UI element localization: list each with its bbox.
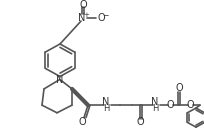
Text: +: + xyxy=(83,12,89,18)
Text: N: N xyxy=(102,97,109,107)
Text: O: O xyxy=(185,100,193,110)
Text: H: H xyxy=(102,103,109,113)
Text: O: O xyxy=(97,13,104,23)
Text: O: O xyxy=(135,117,143,127)
Text: N: N xyxy=(56,75,63,85)
Text: O: O xyxy=(78,117,85,127)
Text: O: O xyxy=(79,0,86,10)
Text: N: N xyxy=(151,97,158,107)
Text: H: H xyxy=(151,103,157,113)
Text: O: O xyxy=(174,83,182,93)
Text: −: − xyxy=(101,11,108,20)
Text: N: N xyxy=(78,13,85,23)
Text: O: O xyxy=(165,100,173,110)
